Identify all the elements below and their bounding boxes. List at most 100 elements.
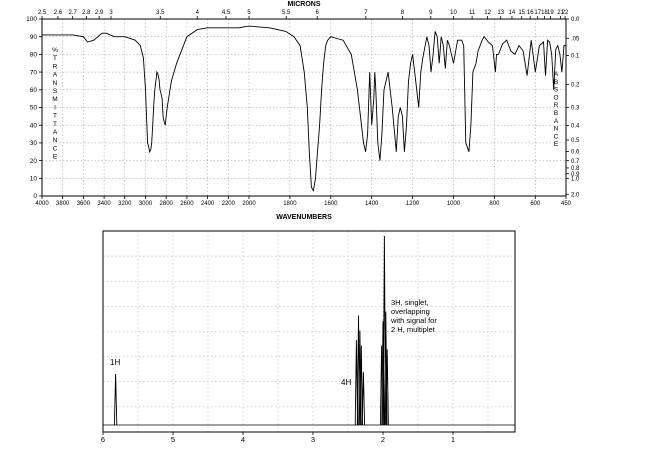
axis-label-char: T [53, 113, 57, 120]
nmr-x-tick-label: 4 [241, 435, 245, 444]
nmr-annotation-4h: 4H [341, 378, 351, 387]
ir-y-tick-label: 40 [30, 122, 38, 129]
ir-micron-tick-label: 2.6 [54, 10, 63, 16]
ir-micron-tick-label: 12 [484, 10, 491, 16]
ir-y-tick-label: 30 [30, 140, 38, 147]
ir-micron-tick-label: 3 [109, 10, 113, 16]
nmr-peak [385, 349, 389, 426]
axis-label-char: A [554, 118, 559, 125]
ir-x-tick-label: 2000 [242, 201, 256, 207]
ir-x-tick-label: 2400 [201, 201, 215, 207]
ir-x-tick-label: 3800 [56, 201, 70, 207]
ir-micron-tick-label: 5.5 [282, 10, 291, 16]
axis-label-char: C [53, 145, 58, 152]
ir-micron-tick-label: 4.5 [222, 10, 231, 16]
ir-x-tick-label: 3400 [97, 201, 111, 207]
ir-micron-tick-label: 9 [429, 10, 433, 16]
nmr-peak [359, 345, 363, 426]
nmr-peak [113, 373, 118, 426]
nmr-annotation-line: overlapping [391, 307, 430, 316]
ir-micron-tick-label: 16 [527, 10, 534, 16]
ir-transmittance-axis: 0 10 20 30 40 50 60 70 80 90 100 [26, 16, 42, 200]
axis-label-char: A [53, 129, 58, 136]
ir-x-tick-label: 1800 [283, 201, 297, 207]
ir-x-tick-label: 450 [561, 201, 572, 207]
ir-x-tick-label: 2600 [180, 201, 194, 207]
nmr-spectrum-chart: 6 5 4 3 2 1 1H 4H 3H, singlet,overlappingwith… [101, 230, 516, 444]
ir-micron-tick-label: 6 [316, 10, 320, 16]
ir-grid [42, 19, 566, 196]
ir-absorbance-tick-label: 0.7 [571, 159, 580, 165]
nmr-x-tick-label: 6 [101, 435, 105, 444]
ir-absorbance-tick-label: 0.6 [571, 150, 580, 156]
ir-x-tick-label: 800 [489, 201, 500, 207]
axis-label-char: E [554, 141, 559, 148]
ir-micron-tick-label: 8 [401, 10, 405, 16]
ir-micron-tick-label: 11 [469, 10, 476, 16]
ir-wavenumber-axis: 4000 3800 3600 3400 3200 3000 2800 2600 2400 2200… [35, 196, 572, 207]
ir-absorbance-axis: 0.0 .05 0.1 0.2 0.3 0.4 0.5 0.6 0.70.80.91.0 2.0 [566, 17, 580, 198]
axis-label-char: N [53, 137, 58, 144]
ir-y-tick-label: 90 [30, 34, 38, 41]
ir-micron-tick-label: 13 [497, 10, 504, 16]
ir-x-tick-label: 600 [530, 201, 541, 207]
ir-micron-tick-label: 3.5 [156, 10, 165, 16]
ir-top-axis-label: MICRONS [287, 1, 320, 8]
axis-label-char: I [54, 104, 56, 111]
ir-micron-tick-label: 2.9 [95, 10, 104, 16]
ir-absorbance-tick-label: 0.0 [571, 17, 580, 23]
axis-label-char: A [53, 72, 58, 79]
ir-y-tick-label: 0 [33, 193, 37, 200]
ir-micron-tick-label: 10 [450, 10, 457, 16]
ir-absorbance-tick-label: 0.1 [571, 54, 580, 60]
ir-micron-tick-label: 22 [562, 10, 569, 16]
nmr-grid [103, 231, 515, 432]
axis-label-char: S [53, 88, 58, 95]
ir-y-tick-label: 20 [30, 158, 38, 165]
ir-absorbance-tick-label: 0.3 [571, 105, 580, 111]
ir-absorbance-tick-label: 0.8 [571, 166, 580, 172]
axis-label-char: T [53, 55, 57, 62]
nmr-x-tick-label: 2 [381, 435, 385, 444]
ir-x-tick-label: 1400 [365, 201, 379, 207]
nmr-x-tick-label: 1 [451, 435, 455, 444]
ir-absorbance-tick-label: 1.0 [571, 177, 580, 183]
ir-micron-tick-label: 5 [247, 10, 251, 16]
ir-x-tick-label: 3000 [139, 201, 153, 207]
axis-label-char: N [554, 126, 559, 133]
axis-label-char: R [53, 63, 58, 70]
axis-label-char: B [554, 110, 558, 117]
nmr-peak [361, 372, 366, 426]
axis-label-char: N [53, 80, 58, 87]
nmr-annotation-line: 2 H, multiplet [391, 325, 436, 334]
ir-micron-tick-label: 19 [547, 10, 554, 16]
ir-absorbance-tick-label: 0.5 [571, 138, 580, 144]
ir-x-tick-label: 2800 [160, 201, 174, 207]
nmr-x-tick-label: 3 [311, 435, 315, 444]
axis-label-char: E [53, 154, 58, 161]
ir-x-tick-label: 2200 [222, 201, 236, 207]
ir-x-tick-label: 1200 [406, 201, 420, 207]
ir-spectrum-chart: MICRONS 2.5 2.6 2.7 2.8 2.9 3 3.5 4 4.5 5 5.5 6 7 8 9 1… [26, 1, 580, 221]
ir-absorbance-tick-label: 0.4 [571, 124, 580, 130]
axis-label-char: C [554, 133, 559, 140]
ir-y-tick-label: 80 [30, 52, 38, 59]
ir-x-tick-label: 1600 [324, 201, 338, 207]
ir-micron-tick-label: 21 [557, 10, 564, 16]
nmr-ppm-axis: 6 5 4 3 2 1 [101, 432, 455, 444]
ir-series-line [42, 25, 566, 193]
ir-x-tick-label: 3200 [118, 201, 132, 207]
nmr-annotation-1h: 1H [110, 358, 120, 367]
ir-y-tick-label: 100 [26, 16, 37, 23]
ir-micron-tick-label: 17 [534, 10, 541, 16]
axis-label-char: M [52, 96, 57, 103]
nmr-plot-frame [102, 230, 516, 433]
ir-micron-tick-label: 2.5 [38, 10, 47, 16]
nmr-annotation-line: with signal for [390, 316, 437, 325]
ir-micron-tick-label: 2.7 [68, 10, 77, 16]
ir-micron-tick-label: 18 [541, 10, 548, 16]
ir-micron-axis: 2.5 2.6 2.7 2.8 2.9 3 3.5 4 4.5 5 5.5 6 7 8 9 10 11 12 13 1… [38, 10, 569, 19]
